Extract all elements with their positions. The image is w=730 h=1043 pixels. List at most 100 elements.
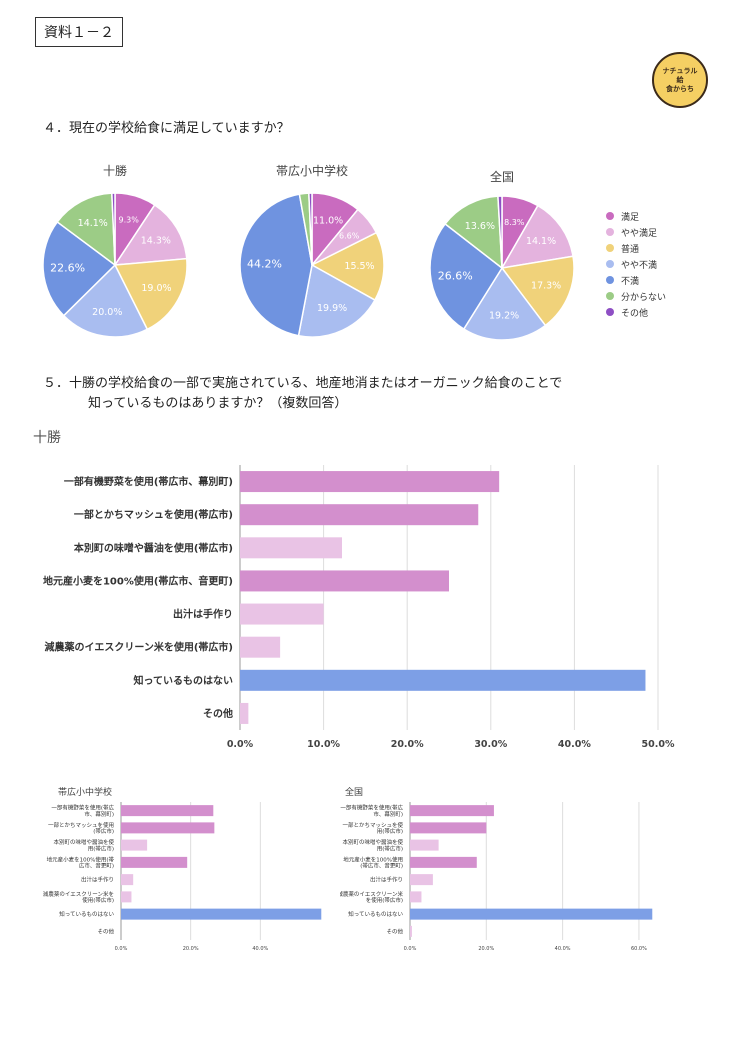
pie-slice	[308, 192, 313, 266]
pie-slice	[62, 263, 149, 338]
x-tick-label: 60.0%	[631, 946, 647, 952]
bar	[240, 471, 500, 493]
category-label: 知っているものはない	[133, 674, 234, 687]
pie-data-label: 15.5%	[344, 261, 374, 272]
bar	[240, 570, 449, 592]
category-label: 減農薬のイエスクリーン米を使用(帯広市)	[44, 641, 233, 654]
pie-chart-tokachi: 9.3% 14.3% 19.0% 20.0% 22.6% 14.1%	[42, 192, 188, 338]
pie-data-label: 22.6%	[50, 261, 85, 274]
legend-label: やや不満	[621, 260, 658, 271]
category-label: 地元産小麦を100%使用(帯広市、音更町)	[47, 855, 115, 869]
pie-slice	[444, 195, 503, 270]
pie-slice	[310, 231, 385, 302]
legend-swatch	[606, 292, 614, 300]
x-tick-label: 0.0%	[227, 739, 254, 750]
x-tick-label: 0.0%	[404, 946, 417, 952]
pie-chart-national: 8.3%14.1% 17.3% 19.2% 26.6% 13.6%	[429, 195, 575, 341]
pie-data-label: 20.0%	[92, 307, 122, 318]
pie-slice	[500, 255, 575, 327]
category-label: 出汁は手作り	[370, 876, 403, 884]
pie-data-label: 19.2%	[489, 310, 519, 321]
bar	[410, 874, 433, 886]
legend-item: 満足	[606, 208, 666, 224]
legend-swatch	[606, 260, 614, 268]
category-label: 出汁は手作り	[81, 876, 114, 884]
bar	[121, 874, 134, 886]
pie-chart-obihiro: 11.0% 6.6% 15.5% 19.9% 44.2%	[239, 192, 385, 338]
bar-title-obihiro: 帯広小中学校	[58, 788, 113, 798]
pie-data-label: 13.6%	[465, 221, 495, 232]
bar	[240, 702, 249, 724]
legend-item: 普通	[606, 240, 666, 256]
bar	[240, 537, 342, 559]
x-tick-label: 40.0%	[558, 739, 591, 750]
document-tag: 資料１－２	[35, 17, 123, 47]
pie-legend: 満足 やや満足普通やや不満不満分からないその他	[606, 208, 666, 320]
pie-slice	[497, 195, 503, 269]
category-label: 減農薬のイエスクリーン米を使用(帯広市)	[340, 890, 403, 904]
category-label: 一部有機野菜を使用(帯広市、幕別町)	[340, 804, 403, 818]
bar	[410, 908, 653, 920]
pie-data-label: 19.9%	[317, 303, 347, 314]
bar-title-national: 全国	[345, 788, 364, 798]
pie-slice	[297, 263, 376, 338]
legend-label: 不満	[621, 276, 640, 287]
x-tick-label: 40.0%	[252, 946, 268, 952]
category-label: 一部有機野菜を使用(帯広市、幕別町)	[51, 804, 114, 818]
pie-title-national: 全国	[489, 170, 514, 184]
legend-label: 普通	[621, 244, 640, 255]
pie-slice	[239, 193, 313, 337]
pie-slice	[500, 204, 574, 269]
legend-item: その他	[606, 304, 666, 320]
bar	[121, 856, 188, 868]
bar-chart-tokachi: 0.0% 10.0% 20.0% 30.0% 40.0% 50.0% 一部有機野菜を使用(帯…	[43, 465, 675, 750]
category-label: 知っているものはない	[59, 910, 114, 918]
legend-item: やや不満	[606, 256, 666, 272]
legend-label: 分からない	[621, 292, 667, 303]
x-tick-label: 30.0%	[474, 739, 507, 750]
legend-label: その他	[621, 308, 649, 319]
pie-title-tokachi: 十勝	[102, 164, 127, 178]
pie-title-obihiro: 帯広小中学校	[275, 164, 348, 178]
logo-text-3: 食からち	[666, 84, 694, 93]
pie-data-label: 44.2%	[247, 258, 282, 271]
bar	[410, 856, 477, 868]
category-label: 一部とかちマッシュを使用(帯広市)	[74, 508, 233, 521]
legend-swatch	[606, 212, 614, 220]
pie-data-label: 6.6%	[339, 231, 360, 240]
x-tick-label: 20.0%	[183, 946, 199, 952]
bar	[410, 805, 494, 817]
legend-label: 満足	[621, 212, 640, 223]
legend-swatch	[606, 308, 614, 316]
bar	[240, 669, 646, 691]
bar	[410, 925, 412, 937]
logo-seal: ナチュラル 給 食からち	[652, 52, 708, 108]
bar	[121, 891, 132, 903]
question-4: ４．現在の学校給食に満足していますか？	[43, 121, 290, 136]
x-tick-label: 20.0%	[478, 946, 494, 952]
bar	[240, 636, 281, 658]
bar	[121, 839, 148, 851]
pie-slice	[56, 192, 116, 267]
pie-slice	[462, 266, 547, 341]
pie-slice	[429, 222, 503, 331]
category-label: 減農薬のイエスクリーン米を使用(帯広市)	[43, 890, 114, 904]
pie-data-label: 14.1%	[526, 236, 556, 247]
bar	[121, 822, 215, 834]
legend-item: 不満	[606, 272, 666, 288]
bar	[410, 891, 422, 903]
pie-data-label: 11.0%	[313, 215, 343, 226]
legend-item: やや満足	[606, 224, 666, 240]
category-label: その他	[97, 927, 114, 935]
bar-chart-obihiro: 0.0% 20.0% 40.0% 一部有機野菜を使用(帯広市、幕別町) 一部とかちマッシ…	[43, 802, 322, 952]
category-label: 一部とかちマッシュを使用(帯広市)	[48, 821, 114, 835]
category-label: 一部有機野菜を使用(帯広市、幕別町)	[64, 475, 233, 488]
pie-data-label: 19.0%	[141, 283, 171, 294]
pie-data-label: 17.3%	[531, 281, 561, 292]
category-label: 本別町の味噌や醤油を使用(帯広市)	[74, 541, 233, 554]
bar-chart-national: 0.0% 20.0% 40.0% 60.0% 一部有機野菜を使用(帯広市、幕別町) 一部と…	[340, 802, 653, 952]
pie-slice	[113, 257, 188, 331]
bar	[410, 839, 439, 851]
x-tick-label: 50.0%	[642, 739, 675, 750]
pie-data-label: 14.1%	[78, 218, 108, 229]
